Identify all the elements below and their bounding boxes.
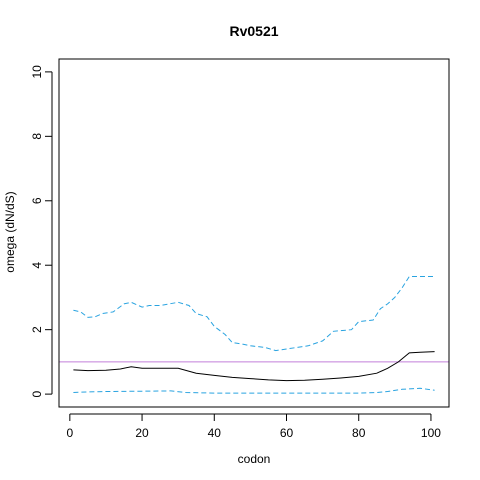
axis-ticks: 0 20 40 60 80 100 0 2 4 6 8 10: [30, 65, 441, 440]
y-tick-label: 8: [30, 133, 44, 140]
x-tick-label: 0: [66, 426, 73, 440]
x-axis-label: codon: [238, 452, 271, 466]
x-tick-label: 100: [421, 426, 441, 440]
y-axis-label: omega (dN/dS): [3, 191, 17, 272]
y-tick-label: 2: [30, 326, 44, 333]
plot-frame: [58, 58, 450, 408]
x-tick-label: 40: [208, 426, 222, 440]
series-line-upper-bound: [73, 276, 435, 352]
series-line-lower-bound: [73, 387, 435, 394]
x-tick-label: 20: [135, 426, 149, 440]
y-tick-label: 6: [30, 197, 44, 204]
y-tick-label: 4: [30, 262, 44, 269]
x-tick-label: 80: [352, 426, 366, 440]
series-line-estimate: [73, 351, 435, 382]
y-tick-label: 10: [30, 65, 44, 79]
series-group: [73, 276, 435, 394]
x-tick-label: 60: [280, 426, 294, 440]
y-tick-label: 0: [30, 390, 44, 397]
chart-title: Rv0521: [229, 23, 278, 39]
